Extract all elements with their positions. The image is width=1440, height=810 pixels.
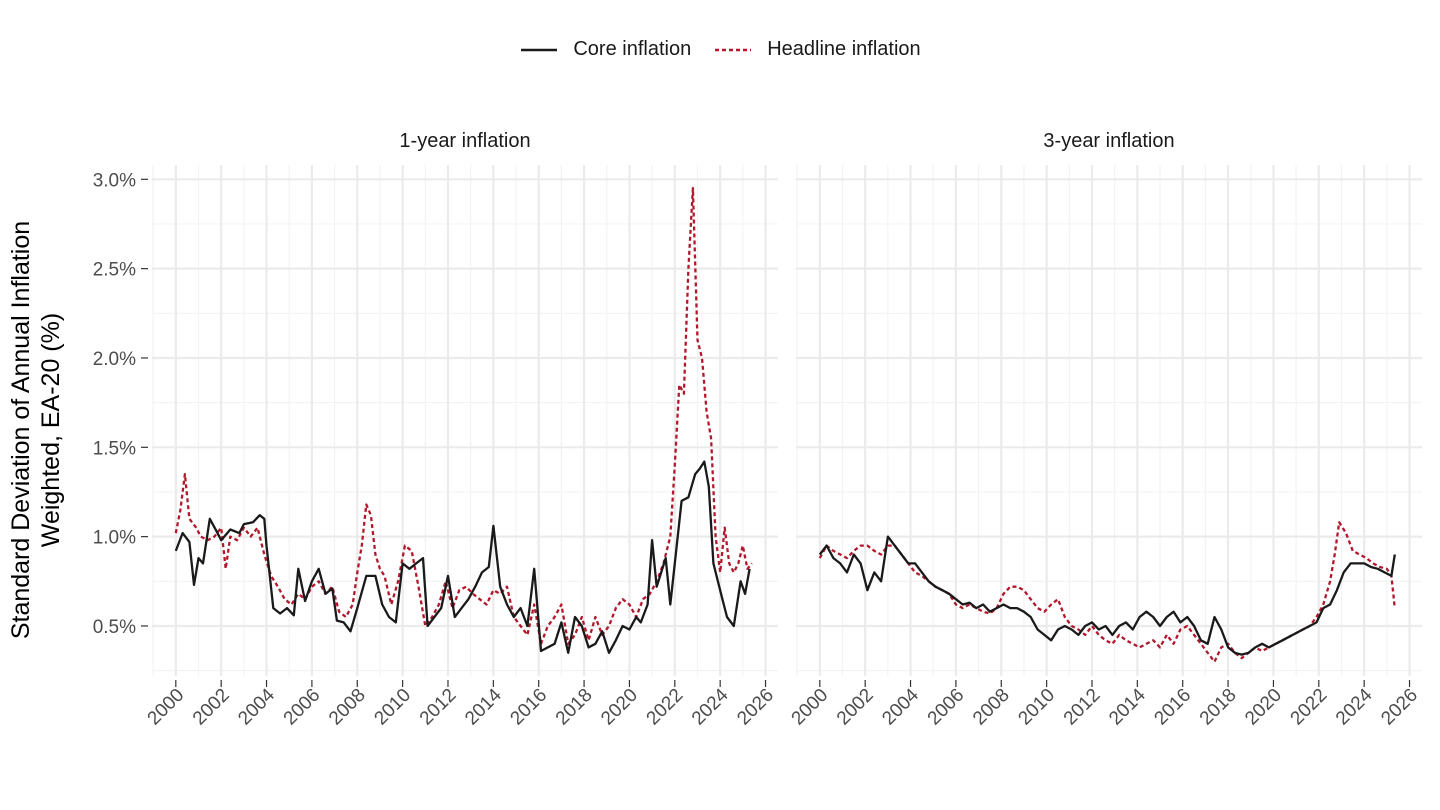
x-tick-label-3y-2020: 2020 — [1241, 685, 1286, 730]
x-tick-label-1y-2022: 2022 — [643, 685, 688, 730]
y-tick-label-2: 2.0% — [93, 349, 136, 370]
x-tick-label-1y-2026: 2026 — [733, 685, 778, 730]
legend-item-core[interactable]: Core inflation — [519, 38, 691, 61]
x-tick-label-3y-2012: 2012 — [1060, 685, 1105, 730]
x-tick-label-1y-2004: 2004 — [234, 684, 279, 729]
legend-label-headline: Headline inflation — [767, 38, 921, 60]
legend-key-headline — [715, 48, 752, 51]
legend-item-headline[interactable]: Headline inflation — [713, 38, 921, 61]
legend: Core inflation Headline inflation — [0, 38, 1440, 61]
y-tick-label-0.5: 0.5% — [93, 617, 136, 638]
x-tick-label-3y-2014: 2014 — [1105, 684, 1150, 729]
x-tick-label-1y-2002: 2002 — [189, 685, 234, 730]
x-tick-label-1y-2000: 2000 — [144, 685, 189, 730]
x-tick-label-3y-2016: 2016 — [1151, 685, 1196, 730]
x-tick-label-1y-2014: 2014 — [461, 684, 506, 729]
x-tick-label-3y-2022: 2022 — [1287, 685, 1332, 730]
headline-inflation-line-3y — [818, 521, 1396, 663]
y-tick-label-1.5: 1.5% — [93, 438, 136, 459]
legend-key-core — [521, 48, 558, 51]
x-tick-label-1y-2008: 2008 — [325, 685, 370, 730]
facet-strip-1-year: 1-year inflation — [399, 130, 531, 152]
core-inflation-line-1y — [174, 460, 751, 654]
x-tick-label-3y-2004: 2004 — [878, 684, 923, 729]
headline-inflation-line-1y — [174, 187, 753, 645]
y-tick-label-1: 1.0% — [93, 528, 136, 549]
x-tick-label-3y-2018: 2018 — [1196, 685, 1241, 730]
x-tick-label-3y-2006: 2006 — [924, 685, 969, 730]
facet-strip-3-year: 3-year inflation — [1043, 130, 1175, 152]
x-tick-label-3y-2002: 2002 — [833, 685, 878, 730]
x-tick-label-1y-2006: 2006 — [280, 685, 325, 730]
x-tick-label-3y-2010: 2010 — [1014, 685, 1059, 730]
y-tick-label-2.5: 2.5% — [93, 260, 136, 281]
x-tick-label-1y-2010: 2010 — [370, 685, 415, 730]
x-tick-label-1y-2020: 2020 — [597, 685, 642, 730]
legend-label-core: Core inflation — [573, 38, 692, 60]
x-tick-label-1y-2024: 2024 — [688, 684, 733, 729]
x-tick-label-3y-2008: 2008 — [969, 685, 1014, 730]
x-tick-label-1y-2018: 2018 — [552, 685, 597, 730]
x-tick-label-3y-2000: 2000 — [788, 685, 833, 730]
x-tick-label-1y-2012: 2012 — [416, 685, 461, 730]
x-tick-label-1y-2016: 2016 — [507, 685, 552, 730]
x-tick-label-3y-2026: 2026 — [1377, 685, 1422, 730]
core-inflation-line-3y — [818, 535, 1396, 656]
x-tick-label-3y-2024: 2024 — [1332, 684, 1377, 729]
y-tick-label-3: 3.0% — [93, 170, 136, 191]
